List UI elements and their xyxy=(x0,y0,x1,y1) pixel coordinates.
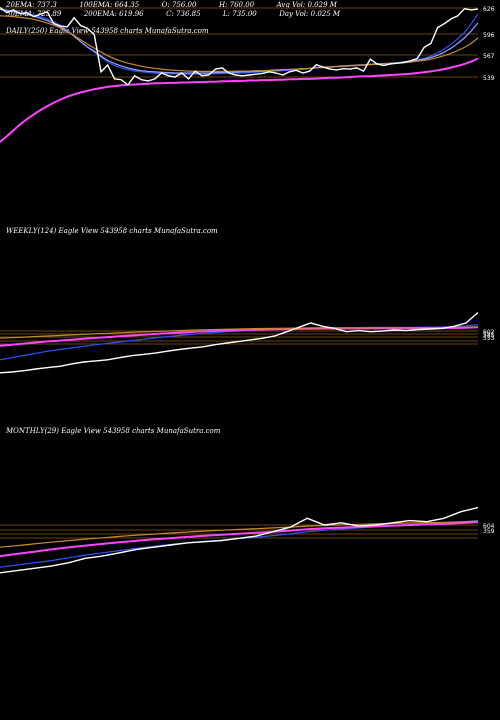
ema-line xyxy=(0,10,478,74)
y-tick-label: 539 xyxy=(483,75,495,82)
y-tick-label: 359 xyxy=(483,528,495,535)
ema-line xyxy=(0,521,478,568)
y-tick-label: 596 xyxy=(483,32,495,39)
price-line xyxy=(0,313,478,373)
y-tick-label: 626 xyxy=(483,6,495,13)
ema-line xyxy=(0,16,478,72)
daily-panel: 626 596 567 539 xyxy=(0,6,495,142)
y-tick-label: 553 xyxy=(483,335,495,342)
ema-line xyxy=(0,9,478,75)
y-tick-label: 567 xyxy=(483,53,495,60)
